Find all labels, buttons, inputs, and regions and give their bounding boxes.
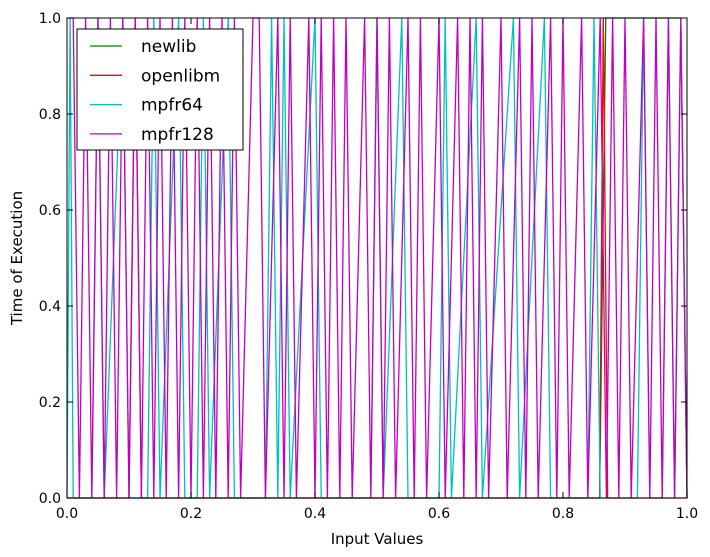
legend-label-newlib: newlib — [141, 37, 196, 57]
x-tick-label: 0.8 — [552, 506, 574, 522]
x-tick-label: 0.0 — [56, 506, 78, 522]
y-tick-label: 0.6 — [39, 203, 61, 219]
x-tick-label: 0.4 — [304, 506, 326, 522]
tick-layer: 0.0 0.2 0.4 0.6 0.8 1.0 0.0 0.2 0.4 0.6 0.8 1.0 — [39, 11, 698, 522]
x-axis-label: Input Values — [331, 530, 424, 548]
x-tick-label: 0.2 — [180, 506, 202, 522]
legend: newlib openlibm mpfr64 mpfr128 — [76, 28, 244, 151]
y-tick-label: 1.0 — [39, 11, 61, 27]
y-tick-label: 0.0 — [39, 491, 61, 507]
legend-box — [76, 28, 244, 151]
x-tick-label: 0.6 — [428, 506, 450, 522]
y-tick-label: 0.4 — [39, 299, 61, 315]
x-tick-label: 1.0 — [676, 506, 698, 522]
legend-label-openlibm: openlibm — [141, 66, 220, 86]
y-tick-label: 0.8 — [39, 107, 61, 123]
series-line-mpfr128 — [67, 17, 688, 499]
legend-label-mpfr64: mpfr64 — [141, 96, 203, 116]
plot-frame — [66, 17, 688, 499]
y-axis-label: Time of Execution — [8, 191, 26, 326]
legend-label-mpfr128: mpfr128 — [141, 125, 214, 145]
y-tick-label: 0.2 — [39, 395, 61, 411]
